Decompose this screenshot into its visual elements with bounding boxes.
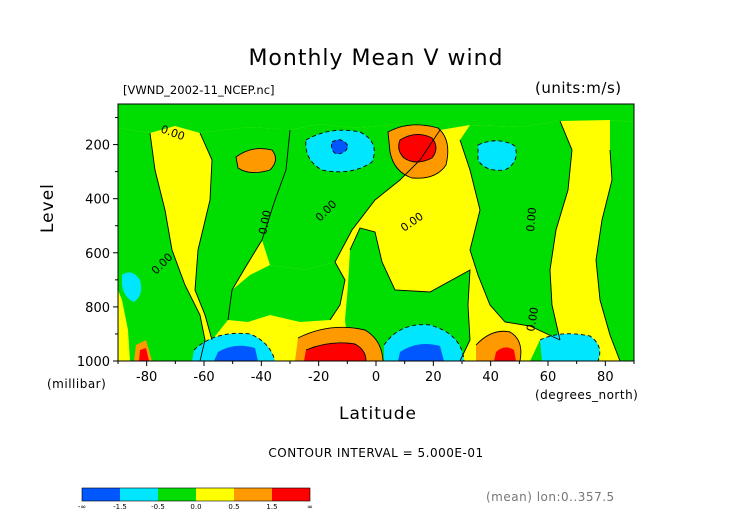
cyan-blob-lower-north [540, 333, 600, 361]
colorbar-label: -0.5 [151, 503, 165, 511]
contour-label: 0.00 [256, 209, 274, 236]
negative-contour-lines [193, 129, 601, 361]
contour-cyan-lower-north [539, 333, 601, 361]
y-tick-label: 600 [85, 247, 110, 262]
x-tick-label: -20 [308, 370, 329, 385]
red-blob-lower-center [304, 342, 366, 361]
colorbar-label: 1.5 [266, 503, 277, 511]
dataset-label: [VWND_2002-11_NCEP.nc] [123, 83, 275, 97]
contour-upper-orange-center [387, 124, 449, 179]
orange-blob-upper-left [236, 148, 276, 173]
contour-interval-text: CONTOUR INTERVAL = 5.000E-01 [268, 446, 484, 460]
green-region-lower-mid [228, 262, 345, 322]
contour-cyan-upper [305, 129, 375, 173]
x-tick-label: 40 [482, 370, 499, 385]
units-label: (units:m/s) [535, 79, 622, 97]
contour-zero-north [459, 139, 561, 341]
contour-zero-center2 [329, 129, 441, 321]
contour-zero-center [227, 129, 291, 321]
cyan-blob-polar [122, 272, 142, 302]
x-tick-label: -80 [136, 370, 157, 385]
x-tick-label: 0 [372, 370, 380, 385]
colorbar-label: -1.5 [113, 503, 127, 511]
chart-title: Monthly Mean V wind [248, 46, 504, 71]
y-axis-unit: (millibar) [47, 377, 107, 391]
contour-lines [149, 120, 621, 361]
x-axis-ticks: -80 -60 -40 -20 0 20 40 60 80 [117, 361, 635, 385]
red-blob-lower-north [494, 347, 516, 361]
green-region-top-band [118, 104, 634, 133]
colorbar-legend: -∞ -1.5 -0.5 0.0 0.5 1.5 ∞ [78, 487, 313, 511]
colorbar-swatch [234, 488, 272, 501]
green-region-eq-column [345, 228, 470, 361]
mean-note: (mean) lon:0..357.5 [486, 490, 615, 504]
blue-blob-lower-center [398, 344, 444, 361]
green-region-south [118, 128, 205, 361]
contour-cyan-lower-center [383, 324, 465, 361]
contour-upper-orange-left [235, 148, 276, 173]
blue-blob-upper [331, 139, 348, 154]
green-region-north-column [460, 121, 572, 340]
x-tick-label: 20 [425, 370, 442, 385]
green-region-arctic [596, 120, 634, 361]
x-tick-label: 60 [540, 370, 557, 385]
contour-blue-upper [331, 139, 349, 155]
y-tick-label: 800 [85, 301, 110, 316]
x-axis-label: Latitude [339, 404, 417, 424]
y-tick-label: 200 [85, 139, 110, 154]
x-tick-label: 80 [597, 370, 614, 385]
contour-zero-south-mid [194, 132, 213, 341]
contour-cyan-upper-north [477, 140, 517, 171]
contour-lower-red [305, 342, 367, 361]
x-axis-unit: (degrees_north) [535, 388, 639, 402]
x-tick-label: -40 [251, 370, 272, 385]
contour-label: 0.00 [524, 207, 539, 233]
contour-zero-north2 [549, 120, 573, 341]
colorbar-swatch [120, 488, 158, 501]
colorbar-frame [81, 487, 311, 502]
colorbar-swatch [272, 488, 310, 501]
y-tick-label: 1000 [77, 355, 110, 370]
contour-cyan-lower-left [193, 332, 276, 361]
colorbar-swatch [196, 488, 234, 501]
red-blob-upper-center [398, 134, 436, 162]
cyan-blob-upper-north [478, 140, 517, 171]
colorbar-swatch [158, 488, 196, 501]
green-region-south-mid [195, 127, 292, 340]
contour-lower-orange-north [475, 330, 522, 361]
colorbar-label: -∞ [78, 503, 86, 511]
contour-zero-eq [349, 227, 471, 361]
contour-field: 0.00 0.00 0.00 0.00 0.00 0.00 0.00 [118, 104, 634, 361]
colorbar-label: 0.0 [190, 503, 201, 511]
blue-blob-lower-left [214, 345, 258, 361]
contour-zero-arctic [595, 149, 621, 361]
contour-upper-red-center [398, 134, 437, 163]
contour-lower-orange [297, 326, 384, 361]
colorbar-swatch [82, 488, 120, 501]
y-axis-ticks: 200 400 600 800 1000 [77, 117, 118, 370]
red-sliver-edge [139, 348, 149, 361]
contour-label: 0.00 [524, 306, 541, 332]
y-tick-label: 400 [85, 193, 110, 208]
x-tick-label: -60 [193, 370, 214, 385]
colorbar-label: ∞ [307, 503, 313, 511]
contour-zero-south [149, 132, 206, 361]
colorbar-label: 0.5 [228, 503, 239, 511]
